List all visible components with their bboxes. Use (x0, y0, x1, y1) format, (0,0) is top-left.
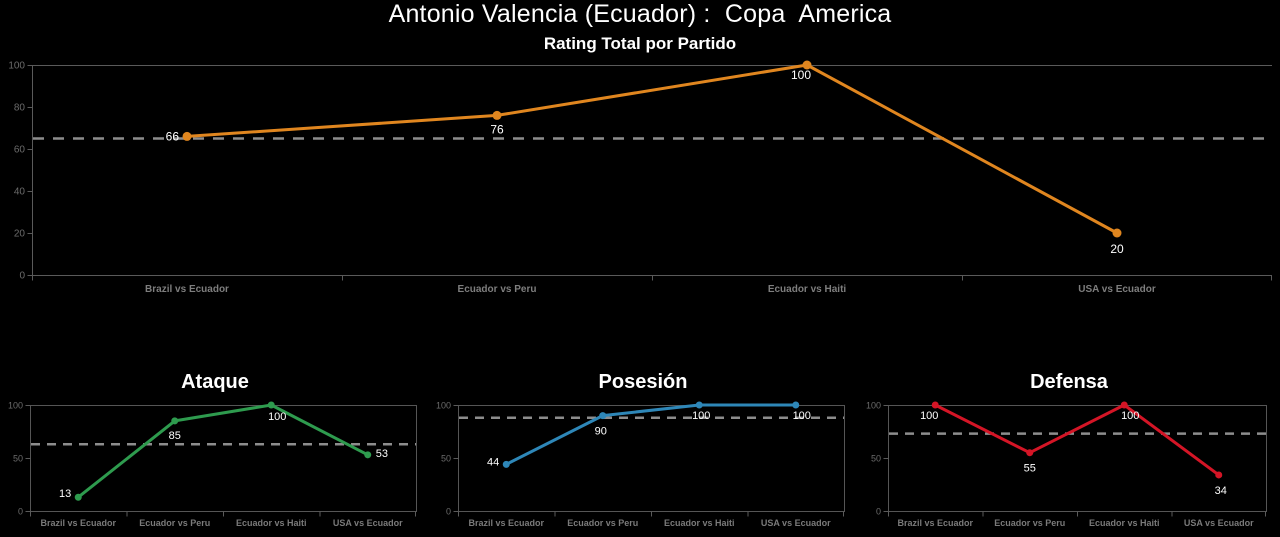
data-point-label: 55 (1024, 463, 1036, 475)
data-point-label: 100 (793, 410, 811, 422)
chart-rating-total: 0 20 40 60 80 100 Brazil vs Ecuador Ecuador vs … (0, 55, 1280, 305)
svg-text:40: 40 (14, 187, 26, 198)
data-point-label: 100 (692, 410, 710, 422)
x-axis-label: Brazil vs Ecuador (40, 518, 116, 528)
x-axis-label: USA vs Ecuador (1078, 284, 1156, 295)
x-axis-label: Ecuador vs Haiti (768, 284, 847, 295)
svg-text:0: 0 (19, 271, 25, 282)
x-axis-label: USA vs Ecuador (761, 518, 831, 528)
data-point-label: 66 (166, 129, 180, 143)
page-title: Antonio Valencia (Ecuador) : Copa Americ… (388, 0, 892, 28)
data-point (1112, 228, 1122, 238)
x-axis-label: Ecuador vs Peru (458, 284, 537, 295)
data-point-label: 90 (595, 426, 607, 438)
svg-text:80: 80 (14, 103, 26, 114)
data-point-label: 100 (791, 68, 811, 82)
svg-text:100: 100 (866, 401, 881, 411)
chart-posesion: Posesión 0 50 100 Brazil vs Ecuador Ecuador … (428, 370, 858, 537)
data-point-label: 53 (376, 448, 388, 460)
svg-text:0: 0 (876, 507, 881, 517)
data-point-label: 44 (487, 456, 499, 468)
x-axis-label: USA vs Ecuador (1184, 518, 1254, 528)
svg-text:100: 100 (8, 61, 25, 72)
svg-text:60: 60 (14, 145, 26, 156)
data-point-label: 34 (1215, 485, 1227, 497)
x-axis-label: Brazil vs Ecuador (897, 518, 973, 528)
data-point (1120, 401, 1128, 409)
data-point-label: 76 (490, 122, 504, 136)
x-axis-label: Ecuador vs Peru (139, 518, 210, 528)
svg-text:0: 0 (18, 507, 23, 517)
svg-text:100: 100 (8, 401, 23, 411)
svg-text:50: 50 (13, 454, 23, 464)
svg-text:100: 100 (436, 401, 451, 411)
svg-text:0: 0 (446, 507, 451, 517)
svg-text:20: 20 (14, 229, 26, 240)
svg-text:50: 50 (871, 454, 881, 464)
data-point-label: 100 (920, 410, 938, 422)
x-axis-label: Brazil vs Ecuador (145, 284, 229, 295)
chart-ataque-svg: 0 50 100 Brazil vs Ecuador Ecuador vs Peru Ec… (8, 401, 417, 528)
chart-ataque: Ataque 0 50 100 Brazil vs Ecuador Ecuador vs… (0, 370, 430, 537)
chart-defensa-svg: 0 50 100 Brazil vs Ecuador Ecuador vs Peru Ec… (866, 401, 1267, 528)
data-point-label: 85 (169, 430, 181, 442)
data-point (931, 401, 939, 409)
x-axis-label: USA vs Ecuador (333, 518, 403, 528)
chart-posesion-title: Posesión (598, 371, 688, 393)
data-point (492, 110, 502, 120)
chart-rating-total-svg: 0 20 40 60 80 100 Brazil vs Ecuador Ecuador vs … (8, 60, 1272, 295)
x-axis-label: Ecuador vs Haiti (664, 518, 735, 528)
x-axis-label: Brazil vs Ecuador (468, 518, 544, 528)
x-axis-label: Ecuador vs Peru (994, 518, 1065, 528)
svg-text:50: 50 (441, 454, 451, 464)
chart-defensa-title: Defensa (1030, 371, 1108, 393)
data-point (1215, 471, 1223, 479)
data-point (364, 451, 372, 459)
data-point-label: 20 (1110, 242, 1124, 256)
data-point (1026, 449, 1034, 457)
data-point (74, 493, 82, 501)
data-point (267, 401, 275, 409)
data-point-label: 100 (1121, 410, 1139, 422)
data-point (182, 131, 192, 141)
x-axis-label: Ecuador vs Peru (567, 518, 638, 528)
data-point (792, 401, 800, 409)
main-chart-title: Rating Total por Partido (543, 34, 737, 53)
x-axis-label: Ecuador vs Haiti (1089, 518, 1160, 528)
chart-posesion-svg: 0 50 100 Brazil vs Ecuador Ecuador vs Peru Ec… (436, 401, 845, 528)
x-axis-label: Ecuador vs Haiti (236, 518, 307, 528)
data-point (502, 460, 510, 468)
chart-ataque-title: Ataque (181, 371, 249, 393)
data-point (695, 401, 703, 409)
chart-defensa: Defensa 0 50 100 Brazil vs Ecuador Ecuador v… (858, 370, 1280, 537)
data-point (171, 417, 179, 425)
data-point (802, 60, 812, 70)
data-point-label: 100 (268, 411, 286, 423)
data-point (599, 412, 607, 420)
data-point-label: 13 (59, 488, 71, 500)
